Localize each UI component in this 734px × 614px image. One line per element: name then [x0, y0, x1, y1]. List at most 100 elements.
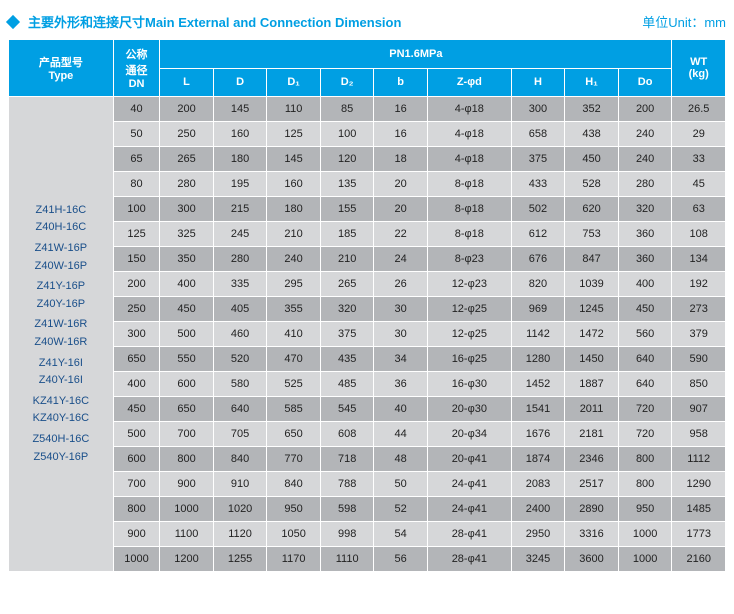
cell-D1: 160 [267, 172, 321, 197]
cell-D: 405 [213, 297, 267, 322]
cell-D: 1120 [213, 522, 267, 547]
cell-D2: 485 [320, 372, 374, 397]
table-row: 7009009108407885024-φ41208325178001290 [9, 472, 726, 497]
cell-D2: 1110 [320, 547, 374, 572]
table-row: 125325245210185228-φ18612753360108 [9, 222, 726, 247]
cell-H1: 1450 [565, 347, 619, 372]
cell-D1: 525 [267, 372, 321, 397]
cell-WT: 108 [672, 222, 726, 247]
cell-H1: 1039 [565, 272, 619, 297]
cell-H: 1874 [511, 447, 565, 472]
cell-b: 30 [374, 322, 428, 347]
cell-D1: 295 [267, 272, 321, 297]
cell-Do: 360 [618, 247, 672, 272]
cell-dn: 65 [113, 147, 160, 172]
diamond-icon [6, 14, 20, 28]
dimension-table: 产品型号Type 公称通径DN PN1.6MPa WT(kg) LDD₁D₂bZ… [8, 39, 726, 572]
cell-H: 1452 [511, 372, 565, 397]
table-row: 150350280240210248-φ23676847360134 [9, 247, 726, 272]
cell-dn: 800 [113, 497, 160, 522]
cell-L: 1000 [160, 497, 214, 522]
th-dn-text: 公称通径DN [126, 49, 148, 90]
cell-H: 502 [511, 197, 565, 222]
cell-dn: 125 [113, 222, 160, 247]
cell-Z: 12-φ25 [427, 297, 511, 322]
cell-b: 24 [374, 247, 428, 272]
cell-Do: 800 [618, 447, 672, 472]
cell-D2: 788 [320, 472, 374, 497]
cell-Z: 8-φ18 [427, 172, 511, 197]
cell-D2: 598 [320, 497, 374, 522]
table-row: 2004003352952652612-φ238201039400192 [9, 272, 726, 297]
cell-H: 1280 [511, 347, 565, 372]
th-col: D₁ [267, 68, 321, 97]
cell-L: 280 [160, 172, 214, 197]
table-row: 9001100112010509985428-φ4129503316100017… [9, 522, 726, 547]
cell-D: 280 [213, 247, 267, 272]
cell-dn: 650 [113, 347, 160, 372]
cell-D2: 155 [320, 197, 374, 222]
cell-D2: 120 [320, 147, 374, 172]
cell-L: 800 [160, 447, 214, 472]
cell-D2: 608 [320, 422, 374, 447]
cell-H1: 1472 [565, 322, 619, 347]
cell-dn: 500 [113, 422, 160, 447]
cell-Z: 4-φ18 [427, 122, 511, 147]
cell-L: 200 [160, 97, 214, 122]
cell-dn: 150 [113, 247, 160, 272]
cell-D1: 240 [267, 247, 321, 272]
cell-D: 180 [213, 147, 267, 172]
table-row: 100300215180155208-φ1850262032063 [9, 197, 726, 222]
table-body: Z41H-16CZ40H-16CZ41W-16PZ40W-16PZ41Y-16P… [9, 97, 726, 572]
cell-D1: 180 [267, 197, 321, 222]
cell-dn: 400 [113, 372, 160, 397]
cell-D2: 545 [320, 397, 374, 422]
types-cell: Z41H-16CZ40H-16CZ41W-16PZ40W-16PZ41Y-16P… [9, 97, 114, 572]
cell-WT: 26.5 [672, 97, 726, 122]
cell-H1: 438 [565, 122, 619, 147]
cell-dn: 200 [113, 272, 160, 297]
cell-L: 1100 [160, 522, 214, 547]
cell-D2: 85 [320, 97, 374, 122]
cell-H: 820 [511, 272, 565, 297]
th-col: b [374, 68, 428, 97]
cell-H: 375 [511, 147, 565, 172]
cell-H: 676 [511, 247, 565, 272]
table-row: Z41H-16CZ40H-16CZ41W-16PZ40W-16PZ41Y-16P… [9, 97, 726, 122]
cell-Z: 28-φ41 [427, 547, 511, 572]
cell-D: 520 [213, 347, 267, 372]
cell-D: 1255 [213, 547, 267, 572]
cell-H1: 3316 [565, 522, 619, 547]
cell-D1: 210 [267, 222, 321, 247]
cell-D1: 1050 [267, 522, 321, 547]
cell-b: 34 [374, 347, 428, 372]
cell-WT: 1290 [672, 472, 726, 497]
cell-H: 1142 [511, 322, 565, 347]
cell-WT: 273 [672, 297, 726, 322]
cell-D2: 265 [320, 272, 374, 297]
th-col: D [213, 68, 267, 97]
cell-Do: 950 [618, 497, 672, 522]
cell-H1: 2181 [565, 422, 619, 447]
cell-b: 20 [374, 172, 428, 197]
cell-L: 900 [160, 472, 214, 497]
type-group: Z41H-16CZ40H-16C [11, 202, 111, 237]
table-row: 50250160125100164-φ1865843824029 [9, 122, 726, 147]
cell-D: 705 [213, 422, 267, 447]
cell-WT: 1112 [672, 447, 726, 472]
cell-Z: 28-φ41 [427, 522, 511, 547]
cell-H1: 450 [565, 147, 619, 172]
table-row: 100012001255117011105628-φ41324536001000… [9, 547, 726, 572]
th-group: PN1.6MPa [160, 40, 672, 69]
cell-Z: 4-φ18 [427, 147, 511, 172]
cell-b: 40 [374, 397, 428, 422]
cell-H: 300 [511, 97, 565, 122]
cell-WT: 958 [672, 422, 726, 447]
cell-H1: 1887 [565, 372, 619, 397]
cell-WT: 1485 [672, 497, 726, 522]
cell-H: 2083 [511, 472, 565, 497]
cell-Z: 12-φ23 [427, 272, 511, 297]
cell-b: 48 [374, 447, 428, 472]
th-wt-text: WT(kg) [689, 56, 709, 80]
cell-L: 1200 [160, 547, 214, 572]
